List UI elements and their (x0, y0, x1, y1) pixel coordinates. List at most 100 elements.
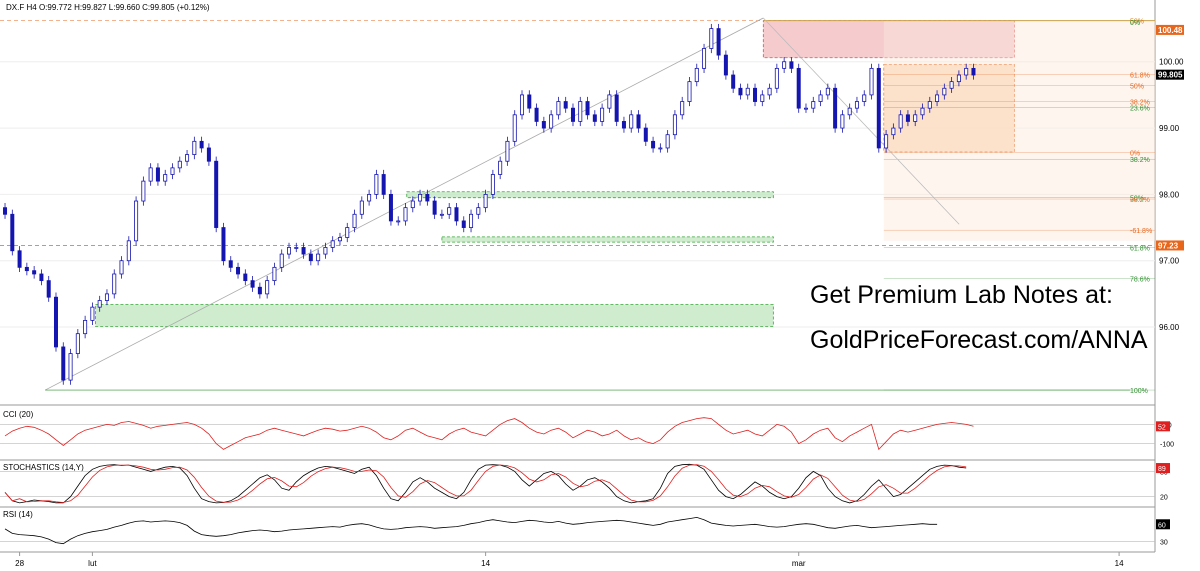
candle-down (789, 61, 794, 69)
candle-up (665, 134, 670, 149)
candle-up (520, 94, 525, 116)
rsi-line-group: 30 60 (0, 516, 1170, 546)
support-zone-green-3 (95, 304, 774, 327)
candle-up (490, 174, 495, 195)
candle-up (782, 61, 787, 69)
rsi-panel: RSI (14) 30 60 (0, 510, 1170, 553)
fib-label: 50% (1130, 19, 1144, 26)
date-tick-label: 14 (481, 559, 490, 568)
candle-down (796, 67, 801, 109)
trend-line-rising (45, 17, 764, 391)
support-zone-green-1 (406, 191, 774, 199)
cci-line (4, 417, 974, 451)
fib-label: 38.2% (1130, 100, 1150, 107)
candle-up (483, 193, 488, 209)
fib-label: 50% (1130, 196, 1144, 203)
cci-tick-label: -100 (1160, 442, 1174, 449)
candle-up (148, 167, 153, 182)
candle-down (753, 87, 758, 102)
candle-up (847, 107, 852, 116)
rsi-last-box (1156, 519, 1170, 530)
price-box (1156, 69, 1184, 80)
candle-up (316, 253, 321, 262)
candle-up (607, 94, 612, 109)
overlays (0, 17, 1155, 391)
price-tick-label: 97.00 (1159, 257, 1180, 266)
candle-down (10, 213, 15, 252)
fibonacci-labels: 50%0%61.8%50%38.2%23.6%0%38.2%50%38.2%-6… (1130, 19, 1152, 395)
candle-up (556, 101, 561, 116)
candle-down (621, 121, 626, 129)
candle-up (949, 81, 954, 89)
date-axis: 28 lut 14 mar 14 (15, 552, 1124, 568)
candle-down (250, 280, 255, 288)
candle-up (709, 28, 714, 49)
candle-down (243, 273, 248, 282)
stochastics-tick-label: 20 (1160, 495, 1168, 502)
stochastics-last-label: 89 (1158, 466, 1166, 473)
fib-label: 0% (1130, 20, 1140, 27)
rsi-title: RSI (14) (3, 510, 33, 519)
consolidation-zone-orange (883, 63, 1015, 153)
candle-down (534, 107, 539, 122)
price-tick-label: 99.00 (1159, 124, 1180, 133)
price-box-label: 97.23 (1158, 241, 1179, 250)
candle-up (818, 94, 823, 102)
stochastics-panel: STOCHASTICS (14,Y) 802089 (0, 463, 1170, 508)
candle-down (432, 200, 437, 215)
candle-up (170, 167, 175, 175)
candle-up (600, 107, 605, 122)
candlestick-series[interactable] (3, 23, 976, 385)
candle-up (672, 114, 677, 136)
candle-up (774, 67, 779, 89)
fib-label: 0% (1130, 151, 1140, 158)
candle-up (134, 200, 139, 242)
candle-up (279, 253, 284, 268)
candle-down (381, 174, 386, 195)
price-box (1156, 240, 1184, 251)
candle-up (396, 220, 401, 223)
candle-down (541, 121, 546, 129)
stochastics-line (4, 463, 967, 504)
candle-down (833, 87, 838, 129)
candle-down (723, 54, 728, 76)
candle-up (83, 320, 88, 335)
stochastics-last-box (1156, 463, 1170, 474)
candle-down (32, 270, 37, 275)
candle-down (716, 28, 721, 56)
ohlc-readout: O:99.772 H:99.827 L:99.660 C:99.805 (+0.… (39, 3, 210, 12)
candle-up (112, 273, 117, 295)
date-tick-label: lut (88, 559, 97, 568)
candle-up (920, 107, 925, 116)
promo-line-2[interactable]: GoldPriceForecast.com/ANNA (810, 326, 1148, 354)
candle-up (803, 107, 808, 110)
candle-down (651, 140, 656, 149)
candle-up (418, 193, 423, 202)
candle-down (592, 114, 597, 122)
candle-up (935, 94, 940, 102)
symbol-label: DX.F (6, 3, 24, 12)
candle-down (206, 147, 211, 162)
candle-up (942, 87, 947, 96)
candle-down (388, 193, 393, 222)
candle-up (367, 193, 372, 202)
candle-down (461, 220, 466, 228)
price-tick-label: 96.00 (1159, 323, 1180, 332)
cci-title: CCI (20) (3, 410, 34, 419)
candle-down (614, 94, 619, 122)
candle-up (294, 247, 299, 249)
date-tick-label: 28 (15, 559, 24, 568)
stochastics-line-group: 802089 (0, 463, 1170, 504)
candle-down (221, 227, 226, 262)
rsi-line (4, 516, 938, 545)
candle-up (811, 101, 816, 109)
candle-down (214, 160, 219, 228)
candle-down (236, 266, 241, 275)
candle-down (61, 346, 66, 381)
candle-up (658, 147, 663, 150)
candle-up (126, 240, 131, 262)
candle-up (337, 237, 342, 242)
